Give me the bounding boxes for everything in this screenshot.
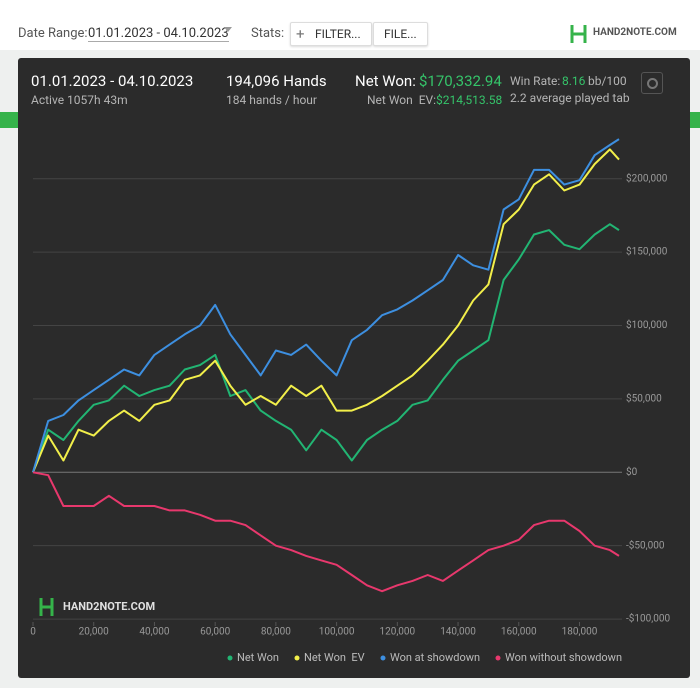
y-tick-label: $50,000 [626,392,662,405]
hands-rate: 184 hands / hour [226,93,317,107]
tables: 2.2 average played tab [510,91,630,105]
net-won-value: $170,332.94 [419,72,502,90]
ev-label: Net Won EV: [367,93,437,107]
x-tick-label: 140,000 [440,627,476,638]
y-tick-label: $150,000 [626,245,668,258]
x-tick-label: 160,000 [501,627,537,638]
watermark: HAND2NOTE.COM [63,600,155,613]
x-tick-label: 20,000 [79,627,109,638]
y-tick-label: -$50,000 [626,538,665,551]
file-button[interactable]: FILE... [373,22,428,46]
active: Active 1057h 43m [31,93,128,107]
plus-icon: + [296,25,305,43]
legend-marker [495,655,501,661]
y-tick-label: $100,000 [626,318,668,331]
watermark-icon [39,598,54,616]
legend-label: Won at showdown [390,651,480,664]
settings-button[interactable] [641,72,663,94]
chart-panel: 01.01.2023 - 04.10.2023 Active 1057h 43m… [18,58,690,678]
series-line [32,471,620,593]
win-rate-label: Win Rate: [510,74,561,88]
toolbar: Date Range: 01.01.2023 - 04.10.2023 Stat… [0,0,700,50]
legend-label: Net Won [237,651,279,664]
y-tick-label: $0 [626,465,638,478]
logo-text: HAND2NOTE.COM [593,27,677,38]
win-rate-unit: bb/100 [588,74,627,88]
y-tick-label: $200,000 [626,171,668,184]
x-tick-label: 80,000 [261,627,291,638]
y-tick-label: -$100,000 [626,612,670,625]
dropdown-arrow[interactable] [224,27,232,32]
hands: 194,096 Hands [226,72,327,90]
win-rate-value: 8.16 [562,74,586,88]
x-tick-label: 60,000 [200,627,230,638]
series-line [32,223,620,473]
legend-label: Won without showdown [505,651,622,664]
legend-marker [380,655,386,661]
x-tick-label: 40,000 [139,627,169,638]
date-value[interactable]: 01.01.2023 - 04.10.2023 [88,26,229,42]
legend-label: Net Won EV [304,651,365,664]
legend-marker [227,655,233,661]
x-tick-label: 180,000 [562,627,598,638]
legend-marker [294,655,300,661]
x-tick-label: 120,000 [379,627,415,638]
gear-icon [647,78,658,89]
filter-button[interactable]: FILTER... [290,22,372,46]
date-label: Date Range: [18,26,88,41]
series-line [32,148,620,473]
stats-label: Stats: [251,26,285,41]
x-tick-label: 100,000 [319,627,355,638]
x-tick-label: 0 [30,627,36,638]
net-won-label: Net Won: [355,72,416,90]
range: 01.01.2023 - 04.10.2023 [31,72,194,90]
series-line [32,138,620,473]
ev-value: $214,513.58 [436,93,503,107]
logo-icon [570,25,587,43]
